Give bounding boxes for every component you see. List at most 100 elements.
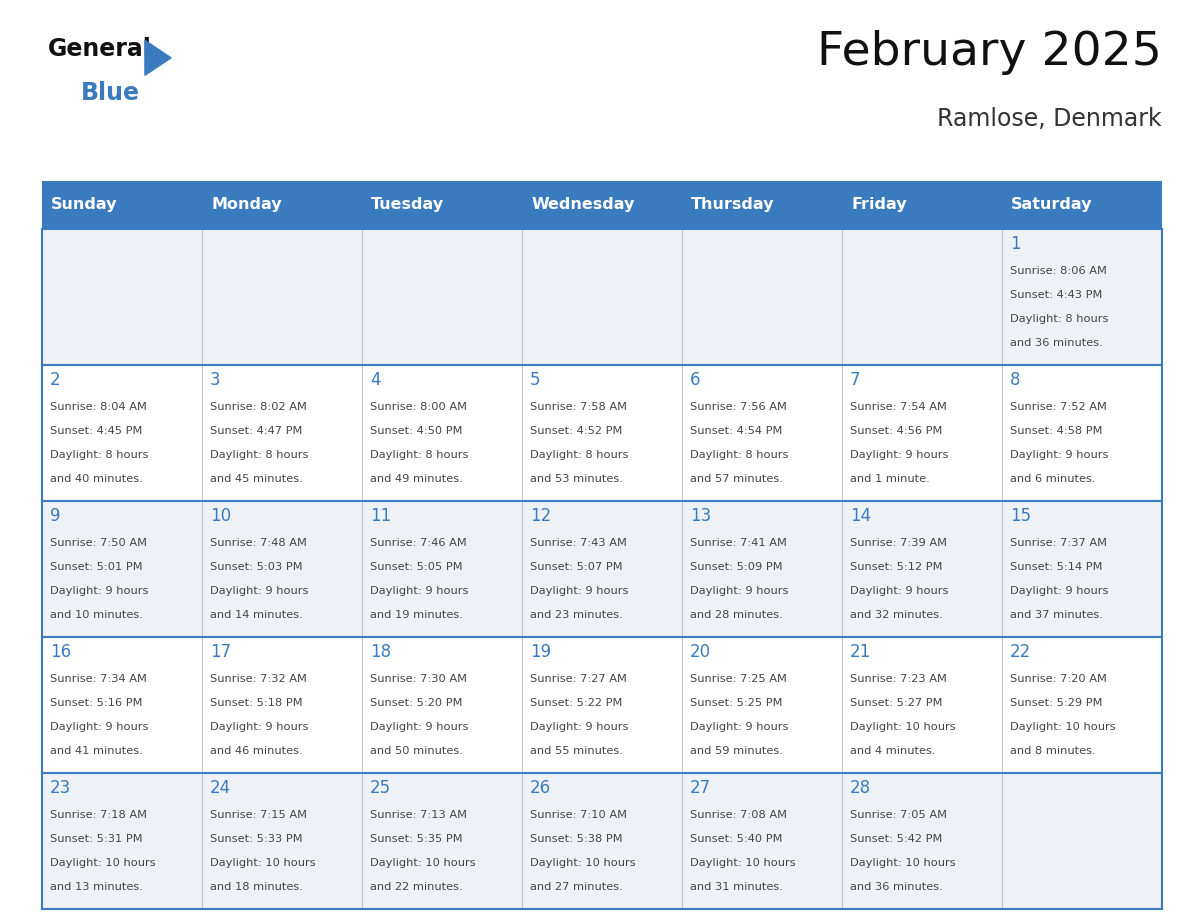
Text: Sunrise: 7:30 AM: Sunrise: 7:30 AM [369,675,467,684]
Bar [42,773,1162,909]
Text: and 45 minutes.: and 45 minutes. [210,474,303,484]
Text: Sunrise: 7:58 AM: Sunrise: 7:58 AM [530,402,627,412]
Text: and 8 minutes.: and 8 minutes. [1010,746,1095,756]
Text: 23: 23 [50,779,71,797]
Text: Sunset: 5:09 PM: Sunset: 5:09 PM [690,562,783,572]
Text: and 27 minutes.: and 27 minutes. [530,882,623,892]
Text: and 40 minutes.: and 40 minutes. [50,474,143,484]
Text: 8: 8 [1010,371,1020,389]
Text: Daylight: 10 hours: Daylight: 10 hours [50,858,156,868]
Text: Sunrise: 8:02 AM: Sunrise: 8:02 AM [210,402,307,412]
Text: 17: 17 [210,644,230,661]
Text: Tuesday: Tuesday [371,197,444,212]
Polygon shape [145,40,171,75]
Text: Sunrise: 7:56 AM: Sunrise: 7:56 AM [690,402,786,412]
Text: and 36 minutes.: and 36 minutes. [851,882,943,892]
Text: Daylight: 9 hours: Daylight: 9 hours [530,722,628,732]
Text: Daylight: 8 hours: Daylight: 8 hours [690,450,789,460]
Text: Sunrise: 7:05 AM: Sunrise: 7:05 AM [851,811,947,821]
Text: Sunset: 5:31 PM: Sunset: 5:31 PM [50,834,143,845]
Text: and 13 minutes.: and 13 minutes. [50,882,143,892]
Text: Daylight: 10 hours: Daylight: 10 hours [851,858,955,868]
Text: Sunset: 4:50 PM: Sunset: 4:50 PM [369,426,462,436]
Text: and 36 minutes.: and 36 minutes. [1010,338,1102,348]
Text: Sunset: 4:56 PM: Sunset: 4:56 PM [851,426,942,436]
Text: 20: 20 [690,644,712,661]
Bar [42,229,1162,364]
Text: 9: 9 [50,507,61,525]
Text: Sunset: 4:54 PM: Sunset: 4:54 PM [690,426,783,436]
Text: Sunrise: 7:13 AM: Sunrise: 7:13 AM [369,811,467,821]
Text: Daylight: 10 hours: Daylight: 10 hours [1010,722,1116,732]
Text: Sunrise: 7:20 AM: Sunrise: 7:20 AM [1010,675,1107,684]
Text: and 46 minutes.: and 46 minutes. [210,746,303,756]
Text: Sunset: 4:43 PM: Sunset: 4:43 PM [1010,290,1102,300]
Text: Sunrise: 7:10 AM: Sunrise: 7:10 AM [530,811,627,821]
Text: Sunrise: 7:23 AM: Sunrise: 7:23 AM [851,675,947,684]
Text: and 59 minutes.: and 59 minutes. [690,746,783,756]
Text: Sunrise: 7:46 AM: Sunrise: 7:46 AM [369,538,467,548]
Text: and 49 minutes.: and 49 minutes. [369,474,463,484]
Text: Daylight: 9 hours: Daylight: 9 hours [690,722,789,732]
Text: Daylight: 9 hours: Daylight: 9 hours [210,586,309,596]
Text: Daylight: 9 hours: Daylight: 9 hours [851,586,948,596]
Text: Sunset: 5:03 PM: Sunset: 5:03 PM [210,562,303,572]
Text: and 31 minutes.: and 31 minutes. [690,882,783,892]
Text: and 10 minutes.: and 10 minutes. [50,610,143,620]
Text: Sunrise: 7:48 AM: Sunrise: 7:48 AM [210,538,307,548]
Text: 3: 3 [210,371,221,389]
Text: Daylight: 9 hours: Daylight: 9 hours [690,586,789,596]
Text: Daylight: 9 hours: Daylight: 9 hours [1010,450,1108,460]
Text: 7: 7 [851,371,860,389]
Text: Sunset: 5:05 PM: Sunset: 5:05 PM [369,562,462,572]
Text: Wednesday: Wednesday [531,197,634,212]
Text: Daylight: 10 hours: Daylight: 10 hours [210,858,316,868]
Text: 28: 28 [851,779,871,797]
Text: Sunrise: 7:08 AM: Sunrise: 7:08 AM [690,811,788,821]
Text: Sunrise: 7:52 AM: Sunrise: 7:52 AM [1010,402,1107,412]
Text: Daylight: 8 hours: Daylight: 8 hours [530,450,628,460]
Text: and 19 minutes.: and 19 minutes. [369,610,463,620]
Text: 22: 22 [1010,644,1031,661]
Text: Daylight: 9 hours: Daylight: 9 hours [1010,586,1108,596]
Text: and 23 minutes.: and 23 minutes. [530,610,623,620]
Text: Sunset: 5:07 PM: Sunset: 5:07 PM [530,562,623,572]
Text: Sunset: 5:22 PM: Sunset: 5:22 PM [530,699,623,708]
Bar [42,637,1162,773]
Text: General: General [48,37,151,61]
Text: Daylight: 8 hours: Daylight: 8 hours [1010,314,1108,324]
Text: Daylight: 10 hours: Daylight: 10 hours [851,722,955,732]
Text: 24: 24 [210,779,230,797]
Text: and 41 minutes.: and 41 minutes. [50,746,143,756]
Text: and 28 minutes.: and 28 minutes. [690,610,783,620]
Text: Sunrise: 7:15 AM: Sunrise: 7:15 AM [210,811,307,821]
Text: Sunset: 5:16 PM: Sunset: 5:16 PM [50,699,143,708]
Text: 12: 12 [530,507,551,525]
Text: 19: 19 [530,644,551,661]
Text: 2: 2 [50,371,61,389]
Text: Daylight: 9 hours: Daylight: 9 hours [530,586,628,596]
Text: 16: 16 [50,644,71,661]
Text: and 50 minutes.: and 50 minutes. [369,746,463,756]
Text: Sunrise: 7:18 AM: Sunrise: 7:18 AM [50,811,147,821]
Text: Sunset: 5:27 PM: Sunset: 5:27 PM [851,699,942,708]
Text: and 53 minutes.: and 53 minutes. [530,474,623,484]
Text: 5: 5 [530,371,541,389]
Text: and 32 minutes.: and 32 minutes. [851,610,943,620]
Text: Sunrise: 7:54 AM: Sunrise: 7:54 AM [851,402,947,412]
Text: Ramlose, Denmark: Ramlose, Denmark [937,107,1162,131]
Text: Sunset: 5:14 PM: Sunset: 5:14 PM [1010,562,1102,572]
Text: Sunset: 5:01 PM: Sunset: 5:01 PM [50,562,143,572]
Text: 4: 4 [369,371,380,389]
Text: and 4 minutes.: and 4 minutes. [851,746,936,756]
Text: and 14 minutes.: and 14 minutes. [210,610,303,620]
Text: Monday: Monday [211,197,282,212]
Text: Sunrise: 7:37 AM: Sunrise: 7:37 AM [1010,538,1107,548]
Text: Sunset: 4:58 PM: Sunset: 4:58 PM [1010,426,1102,436]
Text: and 1 minute.: and 1 minute. [851,474,930,484]
Text: Sunrise: 7:34 AM: Sunrise: 7:34 AM [50,675,147,684]
Text: 1: 1 [1010,235,1020,253]
Text: Daylight: 8 hours: Daylight: 8 hours [50,450,148,460]
Text: 10: 10 [210,507,230,525]
Text: Saturday: Saturday [1011,197,1093,212]
